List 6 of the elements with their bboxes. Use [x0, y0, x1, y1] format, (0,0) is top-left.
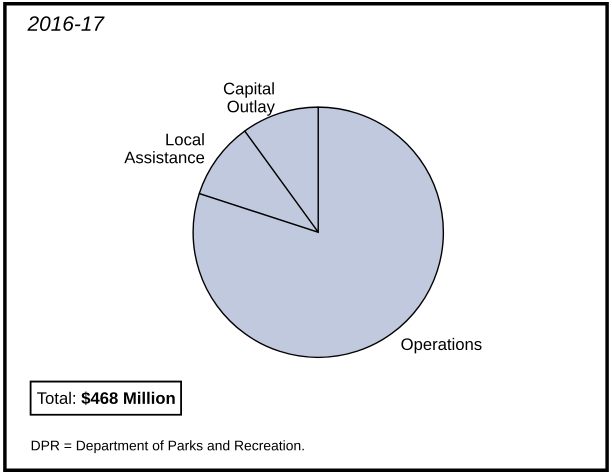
chart-title: 2016-17 — [27, 16, 105, 32]
slice-label: Local Assistance — [124, 133, 204, 164]
slice-label: Capital Outlay — [224, 82, 275, 116]
text: DPR = Department of Parks and Recreation. — [32, 440, 304, 454]
slice-label: Operations — [401, 338, 482, 354]
text: Total: $468 Million — [37, 391, 175, 406]
